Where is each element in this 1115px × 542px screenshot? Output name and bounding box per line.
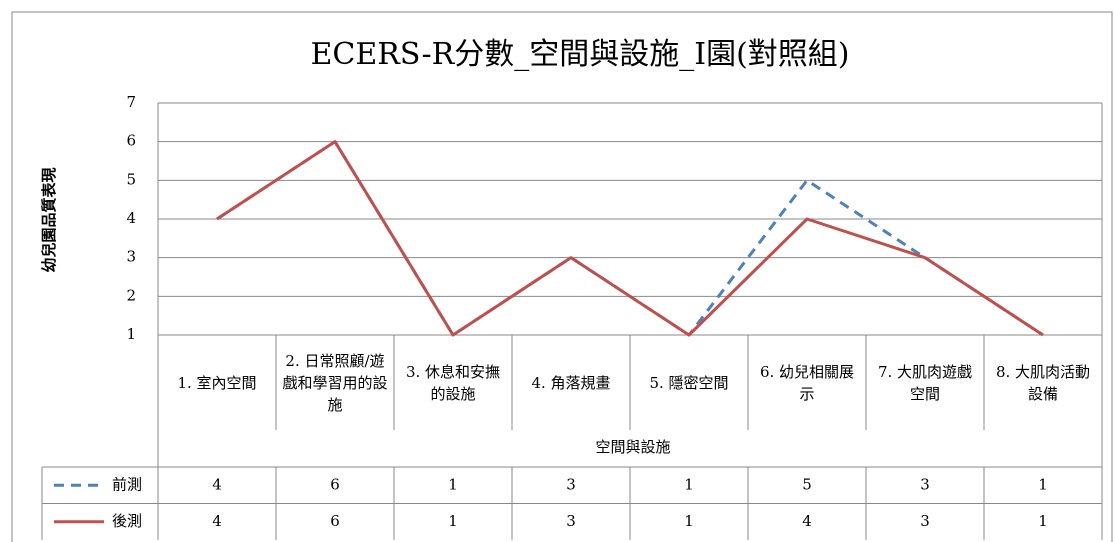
y-tick-label: 1 xyxy=(126,325,136,343)
series-line xyxy=(216,140,1044,337)
y-tick-label: 2 xyxy=(126,286,136,304)
table-value: 6 xyxy=(330,512,340,530)
y-tick-label: 3 xyxy=(126,248,136,266)
table-value: 1 xyxy=(448,512,458,530)
table-value: 1 xyxy=(684,475,694,493)
table-value: 4 xyxy=(212,475,222,493)
y-tick-label: 7 xyxy=(126,93,136,111)
table-value: 4 xyxy=(212,512,222,530)
table-value: 3 xyxy=(566,512,576,530)
table-value: 5 xyxy=(802,475,812,493)
y-tick-label: 5 xyxy=(126,170,136,188)
table-value: 4 xyxy=(802,512,812,530)
x-axis-title: 空間與設施 xyxy=(595,438,670,456)
table-value: 1 xyxy=(448,475,458,493)
series-line xyxy=(216,140,1044,337)
table-value: 1 xyxy=(1038,512,1048,530)
table-value: 1 xyxy=(1038,475,1048,493)
x-tick-label: 1. 室內空間 xyxy=(177,373,257,392)
chart-title: ECERS-R分數_空間與設施_I園(對照組) xyxy=(311,37,850,72)
x-tick-label: 4. 角落規畫 xyxy=(531,373,611,392)
y-axis-title: 幼兒園品質表現 xyxy=(40,167,58,272)
table-value: 3 xyxy=(920,512,930,530)
table-value: 3 xyxy=(920,475,930,493)
legend-label: 後測 xyxy=(112,512,142,530)
legend-label: 前測 xyxy=(112,475,142,493)
x-tick-label: 6. 幼兒相關展示 xyxy=(759,362,855,403)
table-value: 6 xyxy=(330,475,340,493)
x-tick-label: 5. 隱密空間 xyxy=(649,373,729,392)
y-tick-label: 6 xyxy=(126,132,136,150)
x-tick-label: 2. 日常照顧/遊戲和學習用的設施 xyxy=(282,351,388,414)
table-value: 3 xyxy=(566,475,576,493)
table-value: 1 xyxy=(684,512,694,530)
x-tick-label: 3. 休息和安撫的設施 xyxy=(405,362,501,403)
x-tick-label: 7. 大肌肉遊戲空間 xyxy=(877,362,973,403)
y-tick-label: 4 xyxy=(126,209,136,227)
x-tick-label: 8. 大肌肉活動設備 xyxy=(995,362,1091,403)
chart-border xyxy=(11,11,1113,542)
